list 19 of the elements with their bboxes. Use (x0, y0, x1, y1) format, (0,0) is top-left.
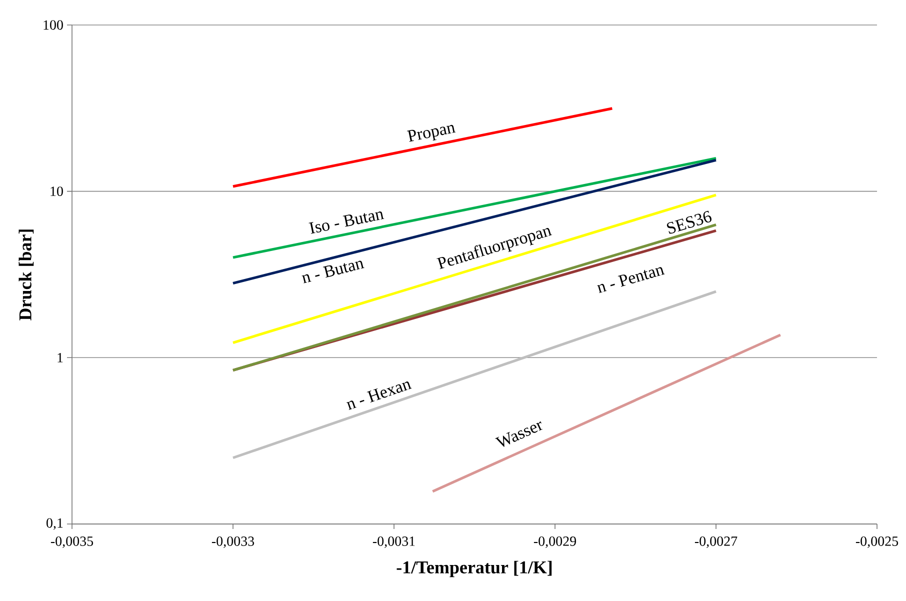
x-tick-label: -0,0027 (694, 536, 738, 548)
x-tick-label: -0,0033 (212, 536, 254, 548)
text: Wasser (495, 421, 543, 447)
text: Propan (406, 124, 456, 142)
text: n - Hexan (346, 382, 412, 410)
text: n - Pentan (596, 267, 665, 294)
x-tick-label: -0,0031 (372, 536, 415, 548)
y-axis-title: Druck [bar] (18, 230, 34, 320)
y-tick-label: 10 (50, 186, 63, 196)
y-tick-label: 100 (44, 20, 63, 30)
text: n - Butan (302, 260, 364, 284)
text: SES36 (666, 210, 712, 234)
y-tick-label: 1 (58, 353, 63, 362)
x-tick-label: -0,0025 (856, 536, 898, 548)
text: Iso - Butan (308, 211, 384, 234)
x-tick-label: -0,0035 (50, 536, 94, 548)
y-tick-label: 0,1 (46, 518, 63, 530)
x-axis-title: -1/Temperatur [1/K] (396, 560, 552, 578)
x-tick-label: -0,0029 (534, 536, 576, 548)
